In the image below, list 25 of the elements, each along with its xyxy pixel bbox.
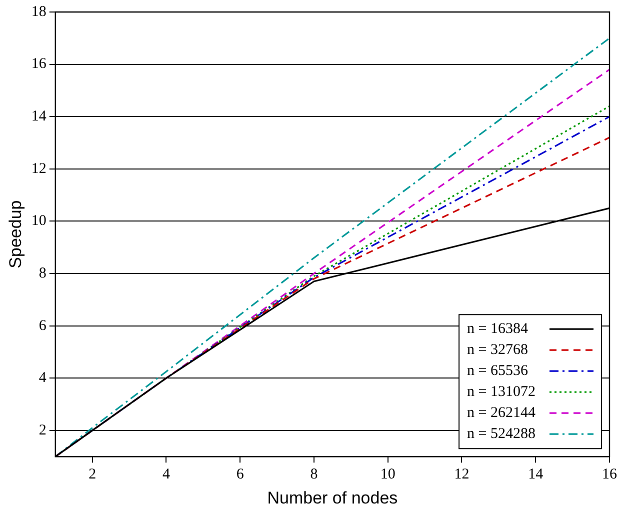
x-tick-label: 10 <box>380 466 396 483</box>
y-tick-label: 4 <box>38 370 47 386</box>
y-tick-label: 8 <box>38 265 46 282</box>
legend-label: n = 524288 <box>467 426 536 442</box>
x-tick-label: 16 <box>602 466 618 483</box>
y-axis-title: Speedup <box>6 200 25 268</box>
x-tick-label: 6 <box>236 466 244 483</box>
legend-label: n = 131072 <box>467 384 536 400</box>
legend-label: n = 65536 <box>467 363 528 380</box>
y-tick-label: 12 <box>31 160 46 177</box>
x-tick-label: 12 <box>454 466 470 483</box>
x-tick-label: 4 <box>162 466 170 483</box>
legend-label: n = 32768 <box>467 342 528 358</box>
x-tick-label: 8 <box>310 466 318 483</box>
y-tick-label: 14 <box>31 108 47 125</box>
y-tick-label: 10 <box>31 213 46 230</box>
legend-label: n = 16384 <box>467 321 528 338</box>
y-tick-label: 18 <box>31 4 46 20</box>
x-axis-title: Number of nodes <box>267 488 398 508</box>
x-tick-label: 2 <box>88 466 96 483</box>
legend-label: n = 262144 <box>467 405 536 422</box>
y-tick-label: 6 <box>38 318 47 334</box>
y-tick-label: 2 <box>38 422 46 438</box>
x-tick-label: 14 <box>528 466 544 483</box>
y-tick-label: 16 <box>31 56 47 72</box>
